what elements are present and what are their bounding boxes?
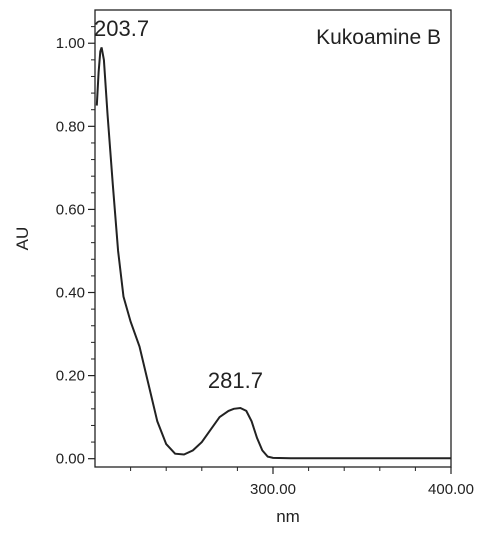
chart-title: Kukoamine B <box>316 26 441 49</box>
y-tick-label: 0.00 <box>56 451 85 468</box>
y-tick-label: 0.40 <box>56 285 85 302</box>
peak-label: 203.7 <box>94 16 149 41</box>
y-tick-label: 0.60 <box>56 201 85 218</box>
y-tick-label: 0.20 <box>56 368 85 385</box>
y-tick-label: 0.80 <box>56 118 85 135</box>
y-axis-label: AU <box>13 227 32 251</box>
axis-ticks <box>88 26 452 474</box>
peak-label: 281.7 <box>208 368 263 393</box>
x-tick-label: 400.00 <box>428 481 474 498</box>
x-tick-label: 300.00 <box>250 481 296 498</box>
tick-labels: 0.00 0.20 0.40 0.60 0.80 1.00 300.00 400.00 <box>56 35 474 498</box>
plot-frame <box>94 9 452 468</box>
series-line <box>95 47 451 460</box>
peak-annotations: 203.7 281.7 <box>94 16 263 393</box>
x-axis-label: nm <box>276 507 300 526</box>
y-tick-label: 1.00 <box>56 35 85 52</box>
